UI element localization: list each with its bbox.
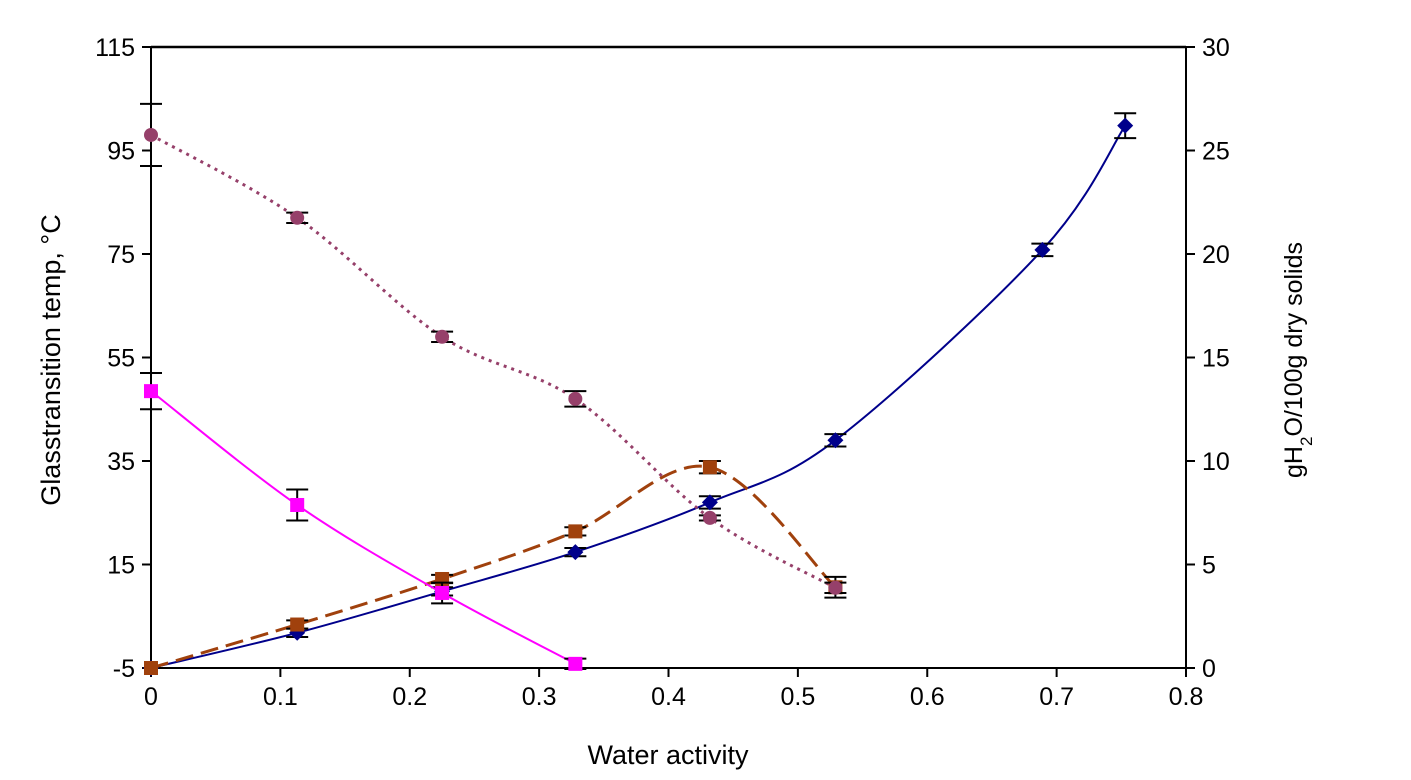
left-tick-label: 75 (107, 241, 135, 269)
data-point (290, 617, 305, 632)
series-1 (143, 112, 1137, 676)
data-point (144, 384, 158, 399)
left-tick-label: 15 (107, 552, 135, 580)
data-point (828, 580, 843, 595)
left-tick-label: 115 (95, 34, 135, 62)
x-tick-label: 0 (144, 683, 158, 711)
data-point (702, 460, 717, 475)
data-point (568, 524, 583, 539)
data-point (568, 391, 583, 406)
data-point (568, 656, 583, 671)
series-3 (140, 372, 587, 671)
right-tick-label: 15 (1202, 345, 1230, 373)
x-axis-title: Water activity (587, 740, 749, 770)
data-point (701, 494, 718, 511)
data-point (435, 329, 450, 344)
series-4 (140, 102, 847, 595)
right-axis-title-suffix: O/100g dry solids (1280, 242, 1308, 437)
left-tick-label: 95 (107, 138, 135, 166)
left-tick-label: 35 (107, 448, 135, 476)
data-point (435, 585, 450, 600)
data-point (1034, 241, 1051, 258)
right-tick-label: 10 (1202, 448, 1230, 476)
right-axis-title-subscript: 2 (1297, 437, 1316, 446)
x-tick-label: 0.8 (1169, 683, 1204, 711)
x-tick-label: 0.7 (1039, 683, 1074, 711)
series-3-line (150, 390, 576, 665)
left-tick-label: 55 (107, 345, 135, 373)
x-tick-label: 0.5 (780, 683, 815, 711)
x-tick-label: 0.2 (392, 683, 427, 711)
right-axis-ticks: 0 5 10 15 20 25 30 (1186, 34, 1230, 683)
series-layer (140, 102, 1137, 676)
left-axis-title: Glasstransition temp, °C (36, 214, 66, 505)
right-tick-label: 0 (1202, 655, 1216, 683)
plot-frame (150, 45, 1187, 669)
data-point (702, 510, 717, 525)
x-tick-label: 0.6 (910, 683, 945, 711)
series-2 (144, 460, 847, 675)
x-tick-label: 0.4 (651, 683, 686, 711)
x-tick-label: 0.3 (522, 683, 557, 711)
data-point (290, 210, 305, 225)
data-point (827, 432, 844, 449)
right-tick-label: 20 (1202, 241, 1230, 269)
right-axis-title: gH2O/100g dry solids (1280, 242, 1316, 478)
data-point (144, 127, 158, 142)
data-point (1117, 117, 1134, 134)
series-2-line (150, 464, 837, 670)
series-4-line (150, 133, 837, 590)
x-tick-label: 0.1 (263, 683, 298, 711)
right-tick-label: 30 (1202, 34, 1230, 62)
right-axis-title-prefix: gH (1280, 446, 1308, 478)
data-point (144, 661, 158, 675)
right-tick-label: 25 (1202, 138, 1230, 166)
series-1-line (150, 125, 1127, 669)
left-tick-label: -5 (113, 655, 135, 683)
x-axis-ticks: 0 0.1 0.2 0.3 0.4 0.5 0.6 0.7 0.8 (144, 668, 1203, 711)
left-axis-ticks: -5 15 35 55 75 95 115 (95, 34, 151, 683)
data-point (567, 544, 584, 561)
data-point (290, 497, 305, 512)
right-tick-label: 5 (1202, 552, 1216, 580)
